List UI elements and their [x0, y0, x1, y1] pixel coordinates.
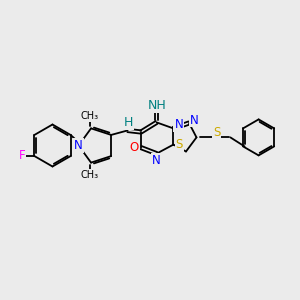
Text: N: N	[74, 139, 83, 152]
Text: O: O	[130, 141, 139, 154]
Text: NH: NH	[148, 99, 167, 112]
Text: N: N	[174, 118, 183, 131]
Text: S: S	[176, 138, 183, 151]
Text: F: F	[18, 149, 25, 163]
Text: N: N	[190, 113, 199, 127]
Text: CH₃: CH₃	[81, 169, 99, 180]
Text: S: S	[213, 125, 220, 139]
Text: CH₃: CH₃	[81, 111, 99, 122]
Text: H: H	[124, 116, 133, 130]
Text: N: N	[152, 154, 161, 167]
